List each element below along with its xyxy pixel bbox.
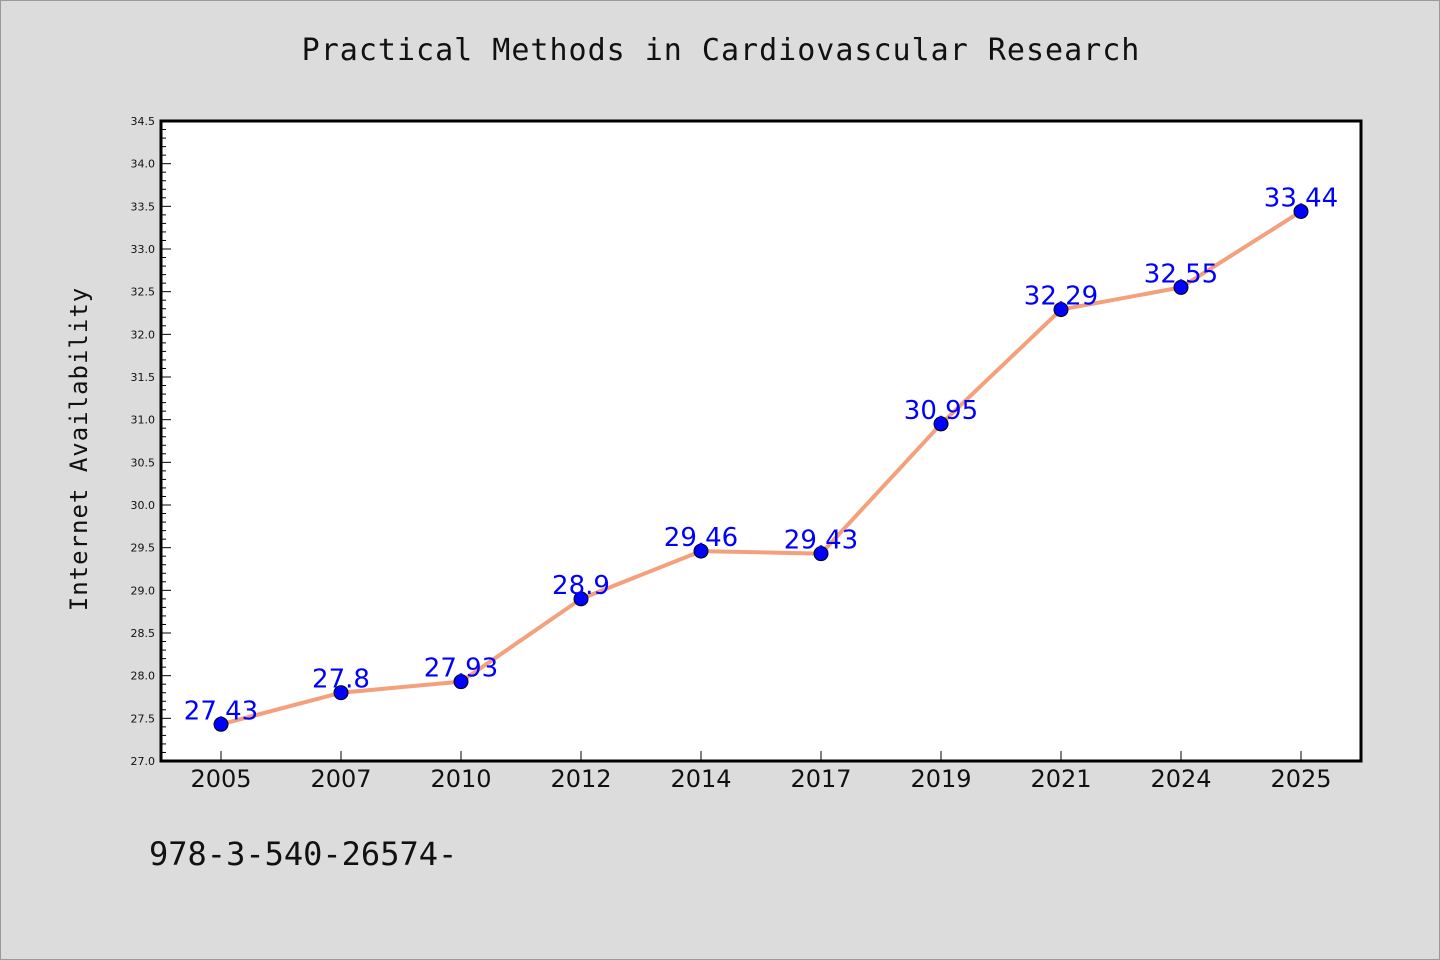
data-label: 28.9 bbox=[552, 571, 610, 601]
y-tick-label: 27.0 bbox=[131, 755, 156, 768]
data-point-marker bbox=[813, 546, 829, 562]
plot-frame bbox=[159, 119, 1363, 763]
data-label: 27.8 bbox=[312, 665, 370, 695]
data-label: 29.43 bbox=[784, 526, 858, 556]
data-point-marker bbox=[453, 674, 469, 690]
footer-isbn-text: 978-3-540-26574- bbox=[149, 835, 458, 873]
x-tick-label: 2021 bbox=[1030, 765, 1091, 793]
y-tick-label: 29.5 bbox=[131, 542, 156, 555]
data-label: 27.93 bbox=[424, 654, 498, 684]
y-tick-label: 30.0 bbox=[131, 499, 156, 512]
data-point-marker bbox=[213, 716, 229, 732]
data-point-marker bbox=[1053, 302, 1069, 318]
y-tick-label: 29.0 bbox=[131, 584, 156, 597]
x-tick-label: 2017 bbox=[790, 765, 851, 793]
data-point-marker bbox=[933, 416, 949, 432]
data-point-marker bbox=[1173, 279, 1189, 295]
x-tick-label: 2010 bbox=[430, 765, 491, 793]
data-point-marker bbox=[573, 591, 589, 607]
x-tick-label: 2005 bbox=[190, 765, 251, 793]
y-tick-label: 33.5 bbox=[131, 200, 156, 213]
data-label: 30.95 bbox=[904, 396, 978, 426]
y-tick-label: 31.5 bbox=[131, 371, 156, 384]
y-tick-label: 33.0 bbox=[131, 243, 156, 256]
chart-title: Practical Methods in Cardiovascular Rese… bbox=[301, 33, 1141, 68]
y-tick-label: 28.0 bbox=[131, 670, 156, 683]
x-tick-label: 2025 bbox=[1270, 765, 1331, 793]
y-tick-label: 27.5 bbox=[131, 712, 156, 725]
x-tick-label: 2014 bbox=[670, 765, 731, 793]
data-label: 33.44 bbox=[1264, 183, 1338, 213]
data-label: 29.46 bbox=[664, 523, 738, 553]
y-tick-label: 32.0 bbox=[131, 328, 156, 341]
x-tick-label: 2019 bbox=[910, 765, 971, 793]
x-tick-label: 2012 bbox=[550, 765, 611, 793]
series-line bbox=[219, 209, 1303, 727]
data-point-marker bbox=[693, 543, 709, 559]
y-tick-label: 28.5 bbox=[131, 627, 156, 640]
x-tick-label: 2024 bbox=[1150, 765, 1211, 793]
data-point-marker bbox=[333, 685, 349, 701]
y-tick-label: 34.5 bbox=[131, 115, 156, 128]
data-label: 32.29 bbox=[1024, 282, 1098, 312]
y-tick-label: 34.0 bbox=[131, 158, 156, 171]
x-tick-label: 2007 bbox=[310, 765, 371, 793]
y-tick-label: 31.0 bbox=[131, 414, 156, 427]
y-tick-label: 30.5 bbox=[131, 456, 156, 469]
data-point-marker bbox=[1293, 203, 1309, 219]
data-label: 27.43 bbox=[184, 696, 258, 726]
data-label: 32.55 bbox=[1144, 259, 1218, 289]
y-tick-label: 32.5 bbox=[131, 286, 156, 299]
